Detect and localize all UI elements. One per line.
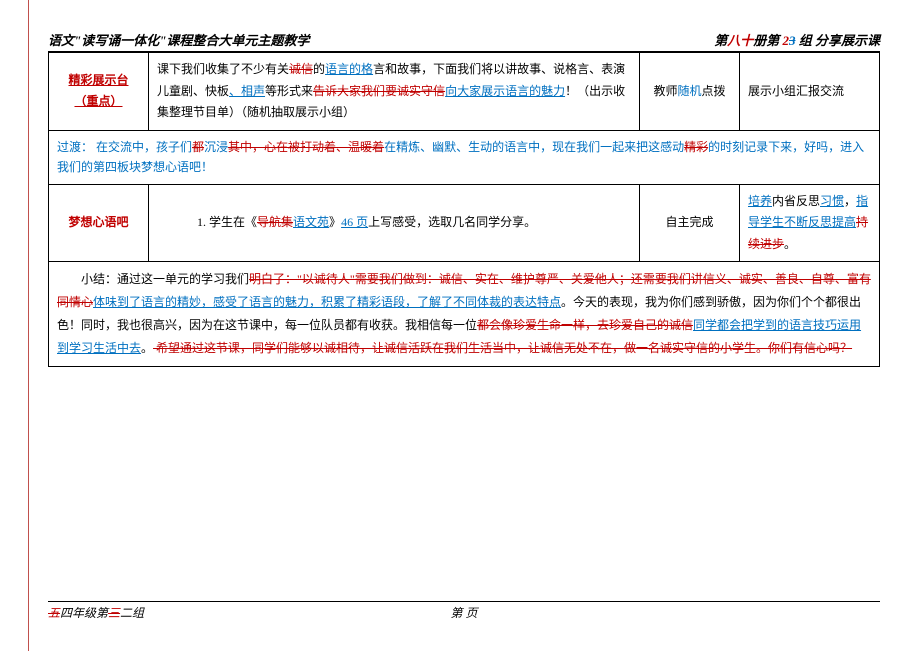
lesson-table: 精彩展示台 （重点） 课下我们收集了不少有关诚信的语言的格言和故事，下面我们将以… — [48, 52, 880, 367]
text: 上写感受，选取几名同学分享。 — [368, 215, 536, 229]
inserted-text: 、相声 — [229, 84, 265, 98]
page-header: 语文"读写诵一体化"课程整合大单元主题教学 第八十册第 23 组 分享展示课 — [48, 30, 880, 52]
text: 点拨 — [702, 84, 726, 98]
header-right: 第八十册第 23 组 分享展示课 — [714, 30, 880, 49]
inserted-text: 语言的格 — [325, 62, 373, 76]
row3-content: 1. 学生在《导航集语文苑》46 页上写感受，选取几名同学分享。 — [149, 184, 640, 262]
header-right-mid: 册第 — [753, 33, 782, 48]
row1-label-line1: 精彩展示台 — [68, 73, 128, 87]
page-footer: 五四年级第三二组 第 页 — [48, 601, 880, 621]
header-right-suffix: 组 分享展示课 — [795, 33, 880, 48]
text: 小结：通过这一单元的学习我们 — [81, 272, 249, 286]
inserted-text: 习惯 — [820, 194, 844, 208]
strike-text: 告诉大家我们要诚实守信 — [313, 84, 445, 98]
header-left: 语文"读写诵一体化"课程整合大单元主题教学 — [48, 30, 309, 49]
table-row: 过渡： 在交流中，孩子们都沉浸其中，心在被打动着、温暖着在精炼、幽默、生动的语言… — [49, 130, 880, 184]
row3-col4: 培养内省反思习惯，指导学生不断反思提高持续进步。 — [740, 184, 880, 262]
strike-text: 都会像珍爱生命一样，去珍爱自己的诚信 — [477, 318, 693, 332]
footer-page-number: 第 页 — [450, 604, 477, 621]
text: 过渡： 在交流中，孩子们 — [57, 140, 192, 154]
text: 。 — [784, 237, 796, 251]
header-right-prefix: 第 — [714, 33, 727, 48]
row1-content: 课下我们收集了不少有关诚信的语言的格言和故事，下面我们将以讲故事、说格言、表演儿… — [149, 53, 640, 131]
footer-strike: 三 — [108, 606, 120, 620]
strike-text: 都 — [192, 140, 204, 154]
text: ，现在我们一起来把这感动 — [540, 140, 684, 154]
strike-text: 导航集 — [257, 215, 293, 229]
inserted-text: 语文苑 — [293, 215, 329, 229]
text: 内省反思 — [772, 194, 820, 208]
strike-text: 诚信 — [289, 62, 313, 76]
inserted-text: 随机 — [677, 84, 701, 98]
strike-text: 其中，心在被打动着、温暖着 — [228, 140, 384, 154]
text: 沉浸 — [204, 140, 228, 154]
row3-label: 梦想心语吧 — [49, 184, 149, 262]
text: 等形式来 — [265, 84, 313, 98]
row1-col4: 展示小组汇报交流 — [740, 53, 880, 131]
text: 1. 学生在《 — [197, 215, 257, 229]
inserted-text: 培养 — [748, 194, 772, 208]
transition-cell: 过渡： 在交流中，孩子们都沉浸其中，心在被打动着、温暖着在精炼、幽默、生动的语言… — [49, 130, 880, 184]
inserted-text: 向大家展示语言的魅力 — [445, 84, 565, 98]
table-row: 梦想心语吧 1. 学生在《导航集语文苑》46 页上写感受，选取几名同学分享。 自… — [49, 184, 880, 262]
page-content: 语文"读写诵一体化"课程整合大单元主题教学 第八十册第 23 组 分享展示课 精… — [0, 0, 920, 367]
text: 四年级第 — [60, 606, 108, 620]
text: 二组 — [120, 606, 144, 620]
table-row: 精彩展示台 （重点） 课下我们收集了不少有关诚信的语言的格言和故事，下面我们将以… — [49, 53, 880, 131]
inserted-text: 体味到了语言的精妙，感受了语言的魅力，积累了精彩语段，了解了不同体裁的表达特点 — [93, 295, 561, 309]
text: 》 — [329, 215, 341, 229]
footer-left: 五四年级第三二组 — [48, 604, 144, 621]
text: ， — [844, 194, 856, 208]
text: 在精炼、幽默、生动的语言中 — [384, 140, 540, 154]
footer-strike: 五 — [48, 606, 60, 620]
summary-cell: 小结：通过这一单元的学习我们明白了："以诚待人"需要我们做到：诚信、实在、维护尊… — [49, 262, 880, 366]
row1-label-line2: （重点） — [74, 94, 122, 108]
text: 的 — [313, 62, 325, 76]
row1-col3: 教师随机点拨 — [640, 53, 740, 131]
text: 教师 — [653, 84, 677, 98]
strike-text: 希望通过这节课，同学们能够以诚相待，让诚信活跃在我们生活当中，让诚信无处不在，做… — [153, 341, 852, 355]
table-row: 小结：通过这一单元的学习我们明白了："以诚待人"需要我们做到：诚信、实在、维护尊… — [49, 262, 880, 366]
left-margin-line — [28, 0, 29, 651]
text: 。 — [141, 341, 153, 355]
strike-text: 精彩 — [684, 140, 708, 154]
inserted-text: 46 页 — [341, 215, 368, 229]
row3-col3: 自主完成 — [640, 184, 740, 262]
row1-label: 精彩展示台 （重点） — [49, 53, 149, 131]
header-volume-number: 八十 — [727, 33, 753, 48]
text: 课下我们收集了不少有关 — [157, 62, 289, 76]
